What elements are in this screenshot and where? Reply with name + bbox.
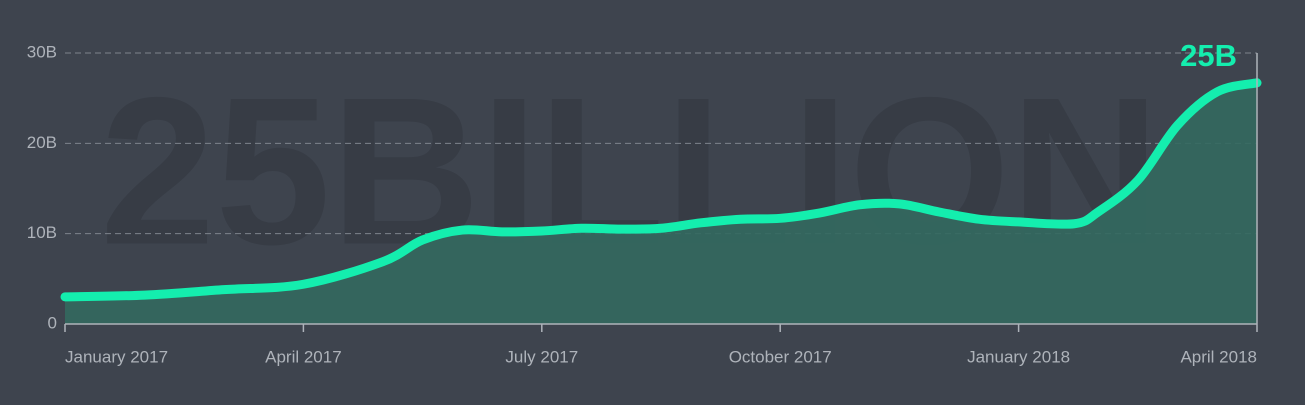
- x-tick-label: July 2017: [505, 347, 578, 366]
- area: [65, 82, 1257, 324]
- y-tick-label: 30B: [27, 42, 57, 61]
- x-tick-label: April 2017: [265, 347, 342, 366]
- x-tick-label: January 2017: [65, 347, 168, 366]
- y-tick-label: 20B: [27, 133, 57, 152]
- line: [60, 78, 1262, 302]
- x-tick-label: January 2018: [967, 347, 1070, 366]
- x-tick-label: October 2017: [729, 347, 832, 366]
- y-tick-label: 0: [48, 313, 57, 332]
- annotation: 25B: [1180, 38, 1237, 73]
- y-tick-label: 10B: [27, 223, 57, 242]
- x-tick-label: April 2018: [1180, 347, 1257, 366]
